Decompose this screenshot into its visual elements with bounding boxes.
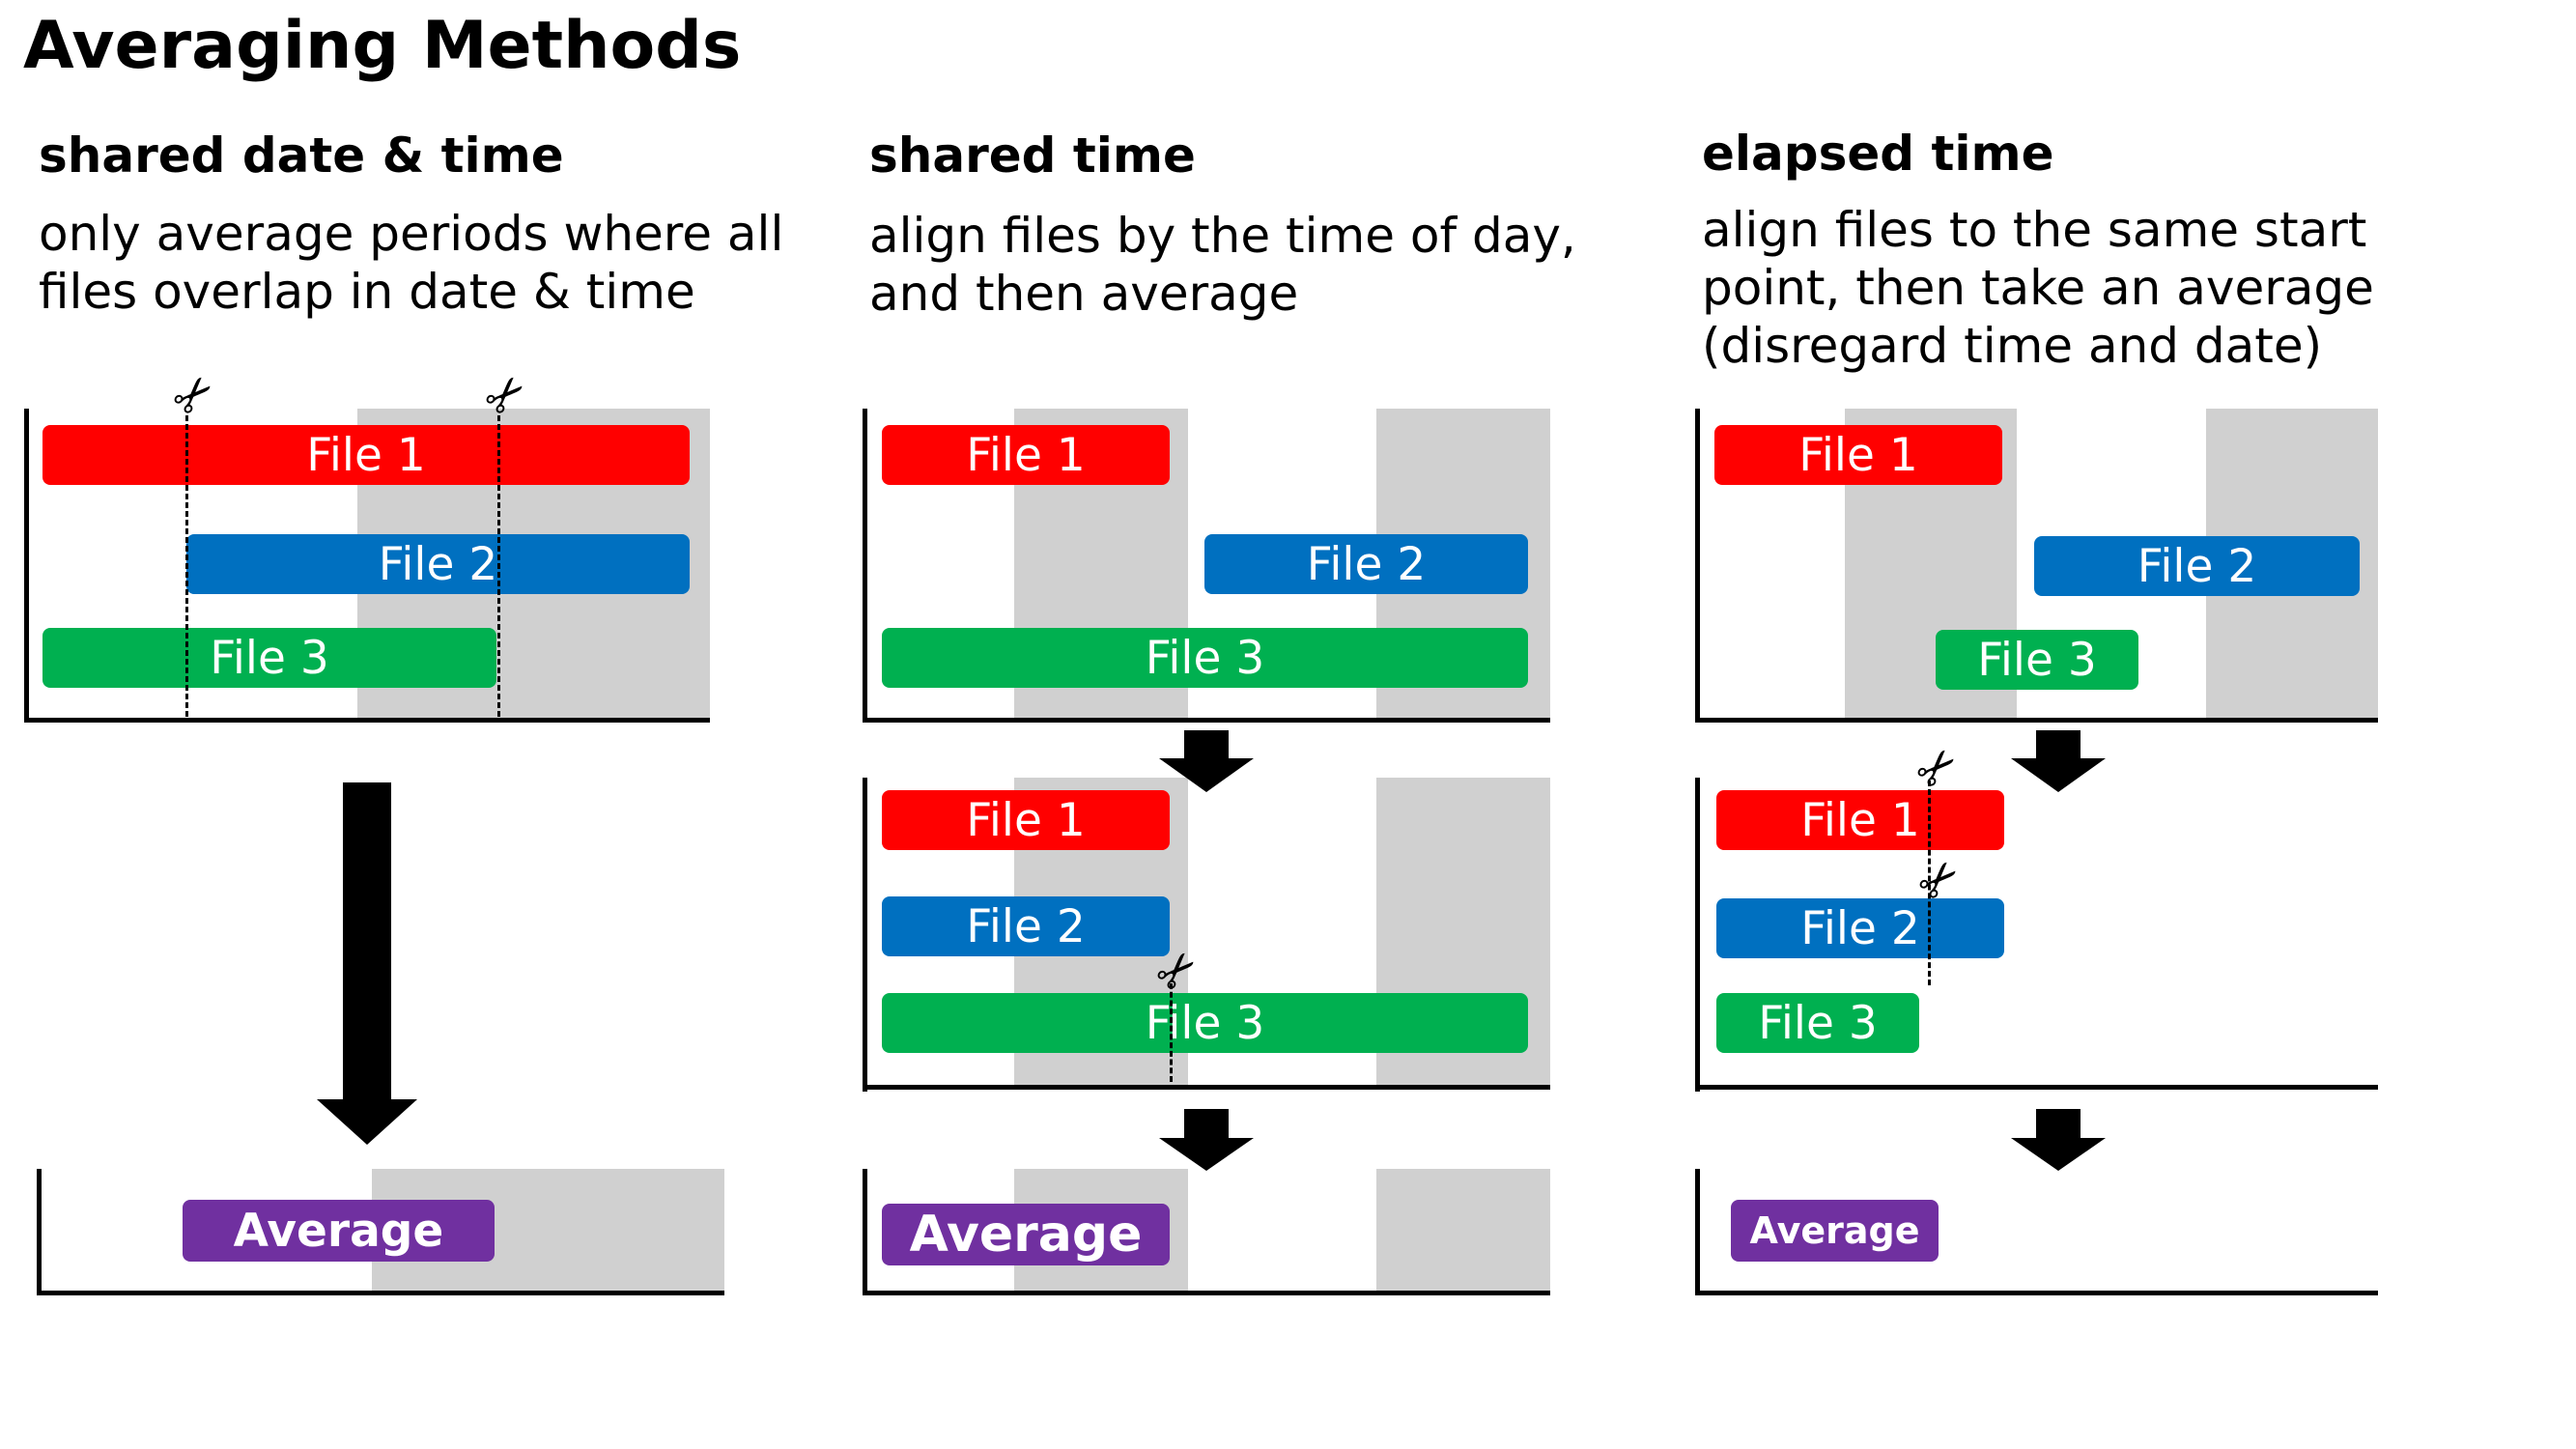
- y-axis: [863, 409, 867, 723]
- column-description-shared-time: align files by the time of day, and then…: [869, 207, 1576, 323]
- description-line: only average periods where all: [39, 206, 784, 262]
- down-arrow-icon: [1159, 1109, 1254, 1171]
- cut-line: [185, 415, 188, 717]
- y-axis: [1695, 1169, 1700, 1294]
- x-axis: [1695, 1291, 2378, 1295]
- cut-line: [497, 415, 500, 717]
- description-line: and then average: [869, 266, 1299, 322]
- y-axis: [863, 778, 867, 1092]
- description-line: point, then take an average: [1702, 260, 2374, 316]
- y-axis: [863, 1169, 867, 1294]
- average-bar: Average: [183, 1200, 495, 1262]
- file-3-bar: File 3: [1936, 630, 2138, 690]
- column-description-elapsed-time: align files to the same start point, the…: [1702, 201, 2374, 375]
- x-axis: [1695, 718, 2378, 723]
- y-axis: [1695, 409, 1700, 723]
- down-arrow-icon: [317, 782, 417, 1145]
- file-3-bar: File 3: [42, 628, 496, 688]
- file-1-bar: File 1: [882, 425, 1170, 485]
- column-heading-shared-time: shared time: [869, 128, 1196, 184]
- column-heading-elapsed-time: elapsed time: [1702, 126, 2054, 182]
- x-axis: [1695, 1085, 2378, 1090]
- average-bar: Average: [882, 1204, 1170, 1265]
- x-axis: [37, 1291, 724, 1295]
- file-3-bar: File 3: [882, 628, 1528, 688]
- y-axis: [1695, 778, 1700, 1092]
- cut-line: [1170, 983, 1173, 1082]
- x-axis: [863, 1085, 1550, 1090]
- x-axis: [863, 1291, 1550, 1295]
- night-shading: [1376, 1169, 1550, 1294]
- file-3-bar: File 3: [1716, 993, 1919, 1053]
- description-line: align files to the same start: [1702, 202, 2367, 258]
- down-arrow-icon: [2011, 1109, 2106, 1171]
- file-1-bar: File 1: [42, 425, 690, 485]
- file-2-bar: File 2: [2034, 536, 2360, 596]
- down-arrow-icon: [2011, 730, 2106, 792]
- x-axis: [24, 718, 710, 723]
- column-heading-shared-date-time: shared date & time: [39, 128, 564, 184]
- file-2-bar: File 2: [882, 896, 1170, 956]
- description-line: files overlap in date & time: [39, 264, 695, 320]
- file-2-bar: File 2: [1716, 898, 2004, 958]
- page-title: Averaging Methods: [23, 8, 742, 84]
- description-line: (disregard time and date): [1702, 318, 2323, 374]
- file-1-bar: File 1: [1714, 425, 2002, 485]
- description-line: align files by the time of day,: [869, 208, 1576, 264]
- y-axis: [37, 1169, 42, 1294]
- file-2-bar: File 2: [1204, 534, 1528, 594]
- down-arrow-icon: [1159, 730, 1254, 792]
- average-bar: Average: [1731, 1200, 1939, 1262]
- column-description-shared-date-time: only average periods where all files ove…: [39, 205, 783, 321]
- file-1-bar: File 1: [1716, 790, 2004, 850]
- cut-line: [1928, 781, 1931, 985]
- y-axis: [24, 409, 29, 723]
- file-1-bar: File 1: [882, 790, 1170, 850]
- file-3-bar: File 3: [882, 993, 1528, 1053]
- x-axis: [863, 718, 1550, 723]
- file-2-bar: File 2: [186, 534, 690, 594]
